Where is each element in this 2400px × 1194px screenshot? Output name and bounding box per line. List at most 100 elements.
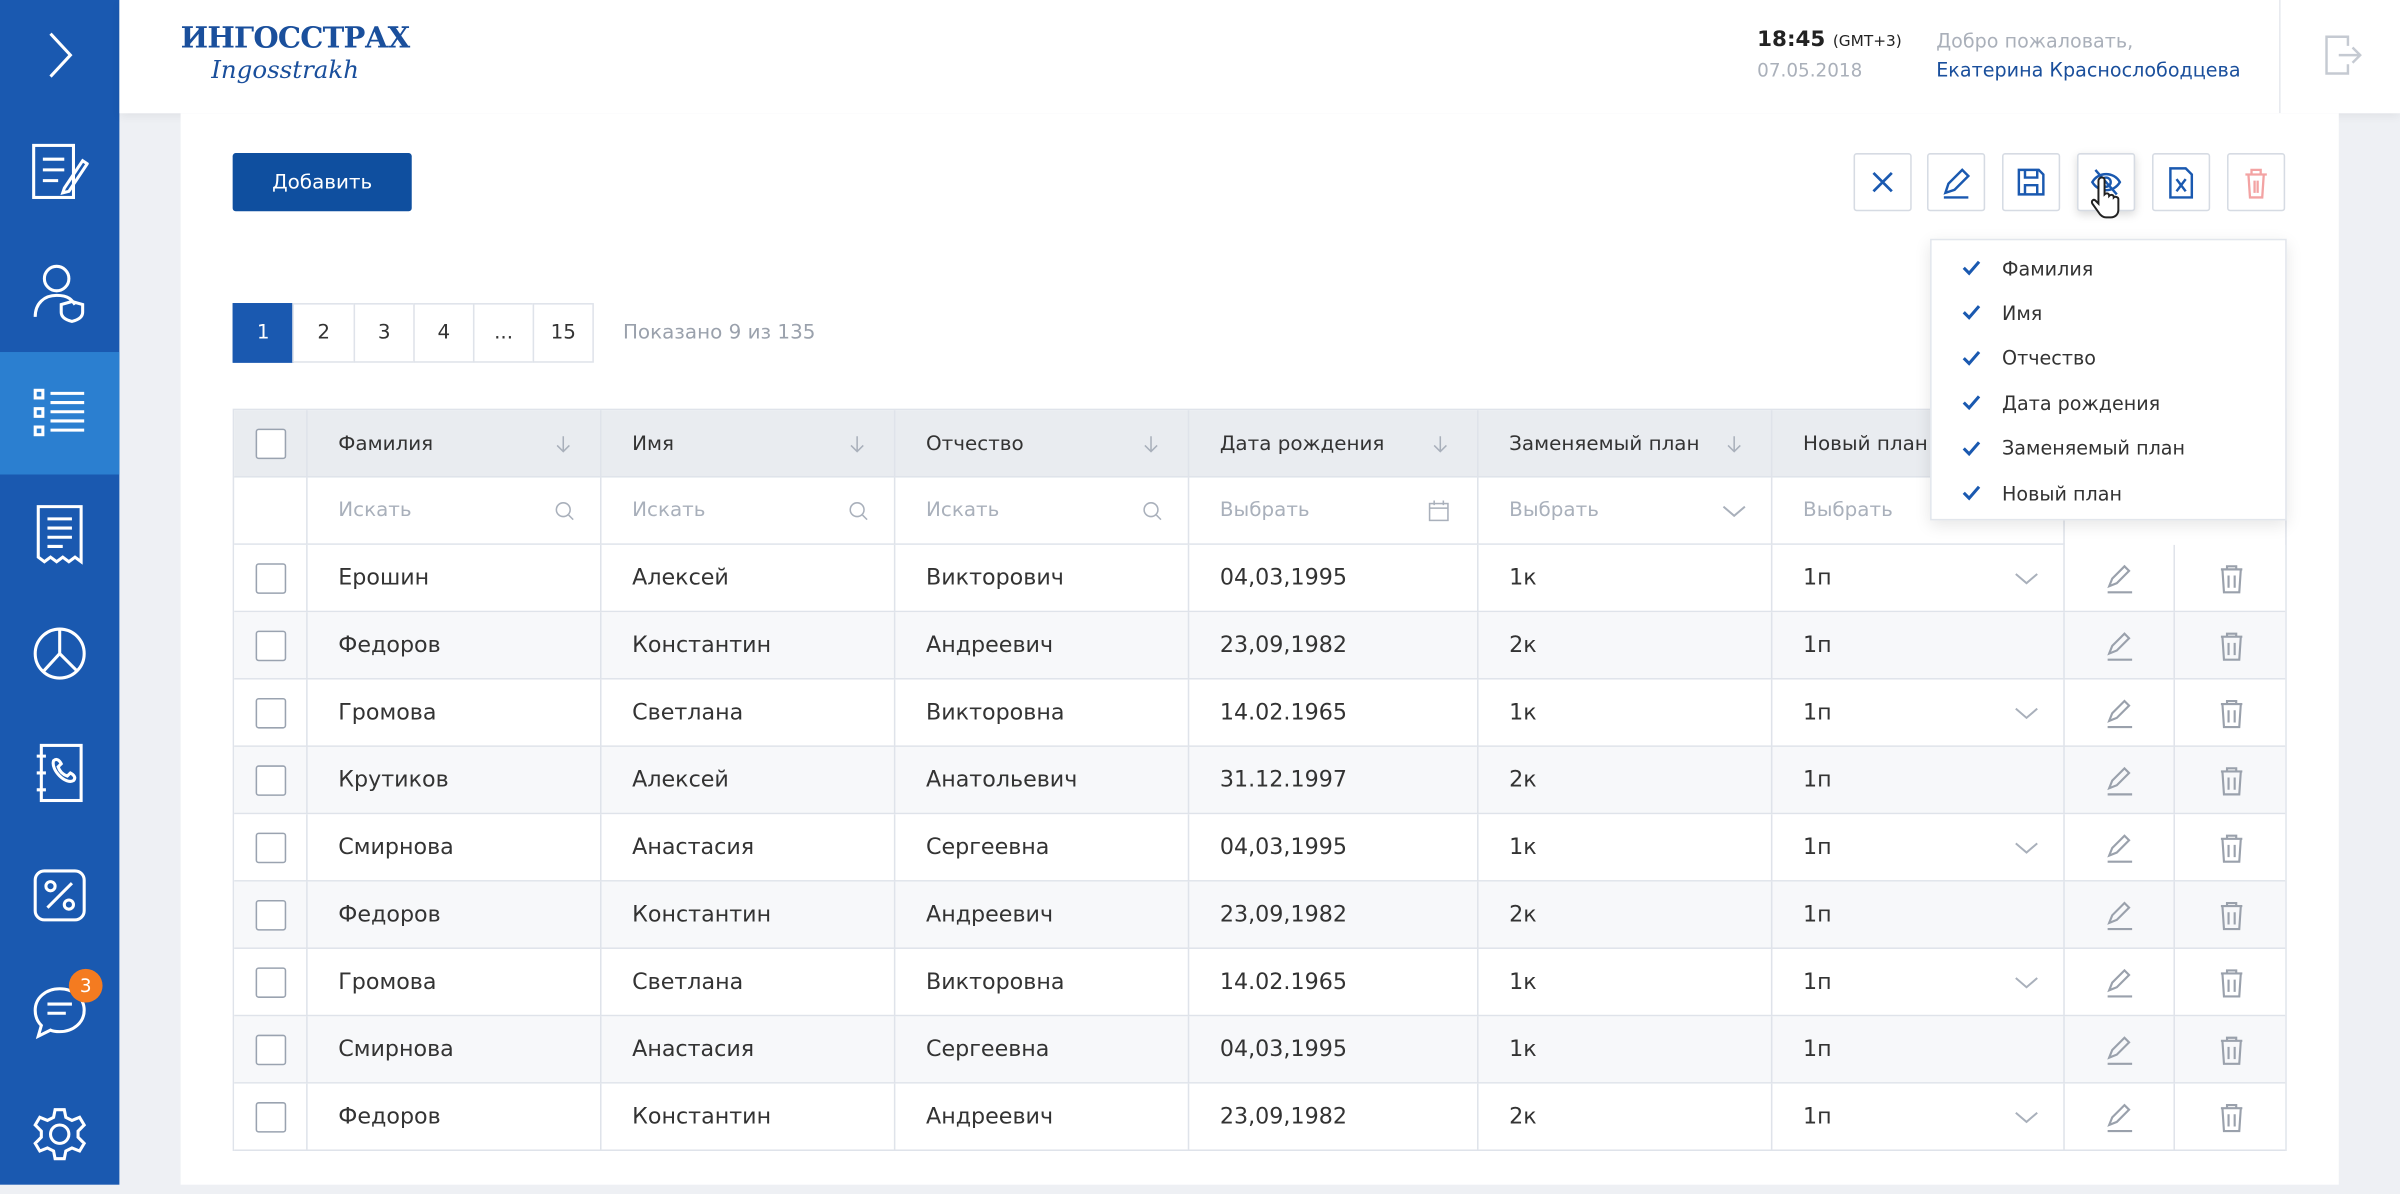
cell-text: 1п — [1803, 903, 1832, 928]
row-delete[interactable] — [2175, 949, 2288, 1016]
column-header[interactable]: Имя — [602, 410, 896, 478]
table-cell: Андреевич — [895, 612, 1190, 680]
cell-text: Анастасия — [632, 835, 755, 861]
clear-button[interactable] — [1853, 153, 1912, 212]
table-cell: Светлана — [602, 948, 896, 1017]
row-delete[interactable] — [2175, 1084, 2288, 1151]
page-button[interactable]: 4 — [413, 303, 475, 363]
table-cell: Смирнова — [308, 814, 602, 882]
table-cell: 1п — [1772, 814, 2065, 882]
user-name[interactable]: Екатерина Краснослободцева — [1936, 58, 2241, 82]
row-delete[interactable] — [2175, 814, 2288, 881]
menu-item[interactable]: Имя — [1959, 298, 2042, 329]
cell-text: Громова — [338, 970, 437, 995]
row-checkbox[interactable] — [234, 814, 308, 882]
delete-button[interactable] — [2227, 153, 2286, 212]
page-button[interactable]: 3 — [353, 303, 415, 363]
page-button[interactable]: 15 — [532, 303, 594, 363]
save-button[interactable] — [2002, 153, 2061, 212]
menu-item[interactable]: Новый план — [1959, 478, 2122, 509]
data-table: Фамилия Искать Имя Искать Отчество Искать Дата… — [232, 408, 2288, 1152]
row-checkbox[interactable] — [234, 612, 308, 680]
row-delete[interactable] — [2175, 680, 2288, 747]
nav-messages[interactable] — [0, 952, 119, 1071]
nav-discounts[interactable] — [0, 836, 119, 955]
row-delete[interactable] — [2175, 747, 2288, 814]
nav-documents[interactable] — [0, 113, 119, 232]
row-edit[interactable] — [2065, 1083, 2175, 1152]
row-edit[interactable] — [2065, 679, 2175, 747]
row-checkbox[interactable] — [234, 679, 308, 747]
edit-button[interactable] — [1927, 153, 1986, 212]
page-button[interactable]: 1 — [232, 303, 294, 363]
nav-list-active[interactable] — [0, 352, 120, 475]
table-cell: 14.02.1965 — [1189, 679, 1479, 747]
column-filter[interactable]: Искать — [601, 477, 896, 545]
nav-contacts[interactable] — [0, 713, 119, 832]
cell-text: 1п — [1803, 768, 1832, 793]
row-edit[interactable] — [2065, 948, 2175, 1017]
nav-clients[interactable] — [0, 233, 119, 352]
page-button[interactable]: 2 — [292, 303, 356, 363]
column-header[interactable]: Фамилия — [308, 410, 602, 478]
table-cell: 1п — [1772, 1083, 2065, 1152]
select-all[interactable] — [234, 410, 308, 478]
row-delete[interactable] — [2175, 1016, 2288, 1083]
table-row — [234, 746, 2286, 815]
collapse-toggle[interactable] — [0, 0, 119, 110]
column-filter[interactable]: Искать — [895, 477, 1190, 545]
column-header[interactable]: Заменяемый план — [1479, 410, 1773, 478]
column-filter[interactable]: Искать — [307, 477, 602, 545]
logout[interactable] — [2323, 34, 2363, 83]
row-edit[interactable] — [2065, 612, 2175, 680]
nav-stats[interactable] — [0, 594, 119, 713]
row-checkbox[interactable] — [234, 544, 308, 613]
column-filter[interactable]: Выбрать — [1189, 477, 1479, 545]
menu-item[interactable]: Фамилия — [1959, 253, 2093, 284]
column-header[interactable]: Дата рождения — [1189, 410, 1479, 478]
column-header[interactable]: Отчество — [895, 410, 1190, 478]
nav-receipts[interactable] — [0, 474, 119, 593]
cell-text: 23,09,1982 — [1219, 1105, 1347, 1130]
table-cell: 1п — [1772, 948, 2065, 1017]
welcome: Добро пожаловать, — [1936, 29, 2134, 53]
row-checkbox[interactable] — [234, 1016, 308, 1084]
clock: 18:45 (GMT+3) — [1757, 28, 1902, 52]
table-cell: Викторовна — [895, 679, 1190, 747]
row-edit[interactable] — [2065, 814, 2175, 882]
cell-text: 2к — [1509, 903, 1537, 928]
row-delete[interactable] — [2175, 882, 2288, 949]
filter-placeholder: Выбрать — [1509, 498, 1599, 522]
column-filter[interactable]: Выбрать — [1478, 477, 1773, 545]
row-checkbox[interactable] — [234, 881, 308, 949]
cell-text: 23,09,1982 — [1219, 633, 1347, 659]
table-cell: 31.12.1997 — [1189, 746, 1479, 815]
row-delete[interactable] — [2175, 545, 2288, 612]
table-cell: Федоров — [308, 612, 602, 680]
menu-item[interactable]: Отчество — [1959, 343, 2096, 374]
row-edit[interactable] — [2065, 881, 2175, 949]
table-row — [234, 1016, 2286, 1084]
row-checkbox[interactable] — [234, 746, 308, 815]
row-edit[interactable] — [2065, 746, 2175, 815]
table-cell: 23,09,1982 — [1189, 881, 1479, 949]
nav-settings[interactable] — [0, 1074, 119, 1193]
cell-text: Викторовна — [926, 970, 1065, 995]
logo-text[interactable]: ИНГОССТРАХ — [180, 21, 411, 56]
table-cell: 04,03,1995 — [1189, 1016, 1479, 1084]
row-edit[interactable] — [2065, 544, 2175, 613]
row-delete[interactable] — [2175, 612, 2288, 679]
row-edit[interactable] — [2065, 1016, 2175, 1084]
logo-subtext: Ingosstrakh — [211, 55, 359, 85]
menu-item[interactable]: Заменяемый план — [1959, 433, 2185, 464]
add-button[interactable]: Добавить — [232, 153, 412, 212]
table-cell: Константин — [602, 612, 896, 680]
excel-button[interactable] — [2152, 153, 2211, 212]
table-cell: Анастасия — [602, 1016, 896, 1084]
menu-item[interactable]: Дата рождения — [1959, 388, 2160, 419]
page-button[interactable]: ... — [472, 303, 535, 363]
cell-text: 04,03,1995 — [1219, 835, 1347, 861]
row-checkbox[interactable] — [234, 1083, 308, 1152]
row-checkbox[interactable] — [234, 948, 308, 1017]
